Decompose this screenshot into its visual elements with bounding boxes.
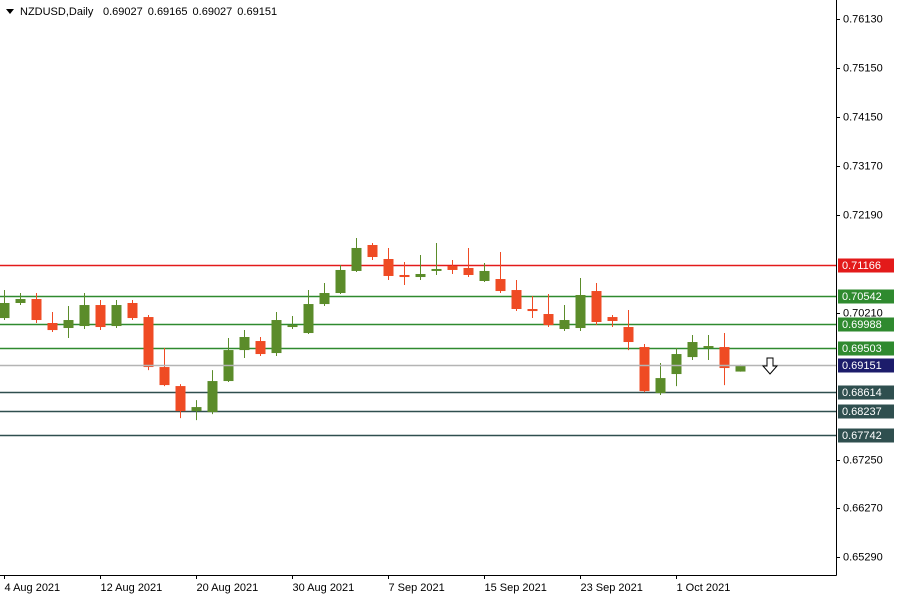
x-tick-label: 15 Sep 2021 xyxy=(485,582,547,594)
current-price-label-box xyxy=(838,358,894,373)
y-tick-label: 0.76130 xyxy=(843,13,883,25)
candle-body xyxy=(735,365,746,372)
y-tick-label: 0.70210 xyxy=(843,307,883,319)
candle-body xyxy=(479,270,490,281)
level-label: 0.70542 xyxy=(842,291,882,303)
x-tick-label: 4 Aug 2021 xyxy=(5,582,61,594)
level-label-box xyxy=(838,341,894,356)
y-tick-label: 0.67250 xyxy=(843,454,883,466)
candle-body xyxy=(95,305,106,328)
candle-body xyxy=(639,347,650,392)
level-label-box xyxy=(838,258,894,273)
sell-arrow-icon xyxy=(761,357,779,375)
candle-body xyxy=(175,386,186,412)
candle-body xyxy=(31,299,42,321)
x-tick-label: 1 Oct 2021 xyxy=(677,582,731,594)
candle-body xyxy=(591,291,602,323)
level-label-box xyxy=(838,385,894,400)
candle-body xyxy=(431,268,442,271)
candle-body xyxy=(143,317,154,368)
x-tick-label: 7 Sep 2021 xyxy=(389,582,445,594)
candle-body xyxy=(159,367,170,386)
candle-body xyxy=(415,273,426,278)
candle-body xyxy=(575,294,586,329)
level-label-box xyxy=(838,404,894,419)
candle-body xyxy=(511,290,522,310)
candle-body xyxy=(623,327,634,343)
candle-body xyxy=(111,305,122,327)
candle-body xyxy=(47,323,58,331)
candle-body xyxy=(687,342,698,358)
header-open: 0.69027 xyxy=(103,6,143,18)
y-tick-label: 0.74150 xyxy=(843,111,883,123)
candle-body xyxy=(303,304,314,334)
x-tick-label: 23 Sep 2021 xyxy=(581,582,643,594)
plot-area xyxy=(0,237,836,437)
candle-body xyxy=(703,346,714,349)
candle-body xyxy=(0,302,10,319)
header-low: 0.69027 xyxy=(193,6,233,18)
candle-body xyxy=(607,317,618,322)
candle-body xyxy=(255,341,266,355)
current-price-label: 0.69151 xyxy=(842,360,882,372)
x-tick-label: 20 Aug 2021 xyxy=(197,582,259,594)
candle-body xyxy=(383,258,394,276)
y-tick-label: 0.72190 xyxy=(843,209,883,221)
candle-body xyxy=(79,305,90,327)
candle-body xyxy=(463,267,474,275)
level-label-box xyxy=(838,317,894,332)
header-close: 0.69151 xyxy=(237,6,277,18)
candle-body xyxy=(543,314,554,326)
symbol-menu-arrow[interactable] xyxy=(6,9,14,14)
level-label: 0.71166 xyxy=(842,260,881,272)
candle-body xyxy=(15,299,26,303)
ohlc-header: 0.69027 0.69165 0.69027 0.69151 xyxy=(103,6,277,18)
y-tick-label: 0.65290 xyxy=(843,551,883,563)
candle-body xyxy=(287,325,298,328)
candle-body xyxy=(271,320,282,354)
chart-symbol: NZDUSD,Daily xyxy=(20,6,94,18)
candle-body xyxy=(447,265,458,270)
candle-body xyxy=(719,347,730,369)
candle-body xyxy=(399,274,410,278)
candle-body xyxy=(191,407,202,412)
candle-body xyxy=(319,293,330,305)
candle-body xyxy=(127,302,138,319)
y-tick-label: 0.66270 xyxy=(843,502,883,514)
candle-body xyxy=(559,320,570,330)
candle-body xyxy=(239,337,250,351)
level-label: 0.69503 xyxy=(842,343,882,355)
candle-body xyxy=(367,244,378,258)
candle-body xyxy=(335,269,346,294)
candle-body xyxy=(351,247,362,271)
level-label: 0.68614 xyxy=(842,387,882,399)
level-label-box xyxy=(838,289,894,304)
x-tick-label: 30 Aug 2021 xyxy=(293,582,355,594)
candle-body xyxy=(495,279,506,292)
y-tick-label: 0.75150 xyxy=(843,62,883,74)
candle-body xyxy=(63,320,74,329)
candle-body xyxy=(671,354,682,375)
y-tick-label: 0.73170 xyxy=(843,160,883,172)
level-label: 0.67742 xyxy=(842,430,882,442)
candle-body xyxy=(527,309,538,312)
x-tick-label: 12 Aug 2021 xyxy=(101,582,163,594)
level-label: 0.68237 xyxy=(842,406,882,418)
level-label-box xyxy=(838,428,894,443)
candle-body xyxy=(207,381,218,413)
header-high: 0.69165 xyxy=(148,6,188,18)
level-label: 0.69988 xyxy=(842,319,882,331)
candle-body xyxy=(655,378,666,394)
